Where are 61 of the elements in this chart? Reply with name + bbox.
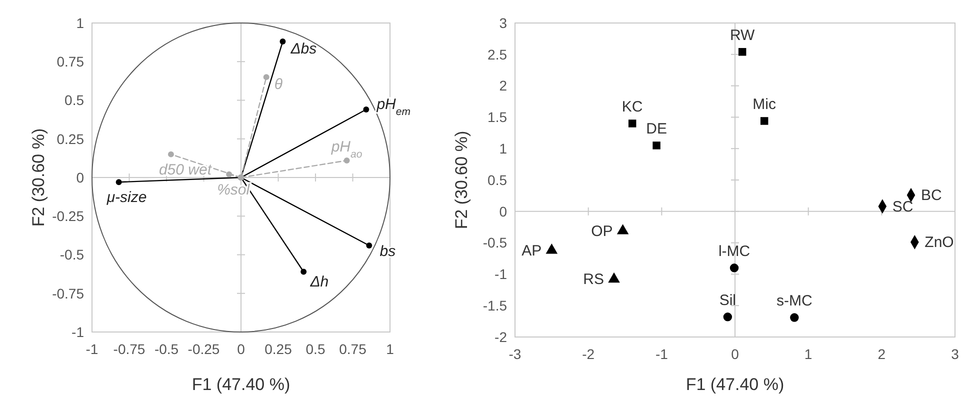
y-tick-label: -1 (72, 324, 84, 340)
y-tick-label: -1.5 (482, 298, 508, 314)
annotation: s-MC (776, 292, 812, 310)
y-tick-label: -0.5 (60, 246, 84, 263)
y-tick-label: 2.5 (488, 46, 508, 62)
y-tick-label: -0.5 (482, 234, 508, 251)
annotation: l-MC (718, 242, 750, 260)
annotation: Mic (752, 96, 776, 113)
annotation: RW (730, 26, 756, 44)
series-label: θ (274, 76, 282, 94)
annotation: ZnO (924, 234, 954, 252)
y-tick-label: 0.75 (56, 54, 84, 70)
y-tick-label: -0.75 (52, 285, 84, 302)
y-tick-label: 0.25 (56, 130, 84, 147)
y-axis-title: F2 (30.60 %) (29, 128, 48, 227)
x-tick-label: -0.5 (154, 341, 179, 357)
x-tick-label: 1 (386, 341, 394, 357)
x-tick-label: -0.75 (113, 341, 146, 357)
x-tick-label: 0.5 (306, 341, 326, 357)
y-tick-label: 0.5 (488, 172, 508, 188)
series-label: pH$_{ao}$ (330, 138, 362, 161)
y-tick-label: 1.5 (488, 109, 508, 126)
x-tick-label: 0 (237, 341, 246, 357)
series-label: %sol (217, 181, 250, 198)
x-tick-label: -3 (508, 346, 522, 362)
y-tick-label: -2 (494, 328, 508, 345)
series-label: pH$_{em}$ (376, 96, 411, 118)
y-axis-title: F2 (30.60 %) (452, 130, 471, 230)
annotation: OP (591, 222, 613, 240)
annotation: AP (522, 242, 542, 260)
y-tick-label: 3 (499, 14, 508, 31)
y-tick-label: -1 (494, 266, 508, 282)
series-label: Δh (309, 274, 329, 291)
y-tick-label: -0.25 (52, 208, 84, 224)
annotation: SC (892, 198, 914, 216)
series-label: bs (380, 243, 396, 260)
annotation: DE (646, 120, 667, 138)
y-tick-label: 2 (499, 78, 508, 94)
x-tick-label: 1 (804, 346, 812, 362)
y-tick-label: 0 (76, 169, 84, 186)
x-tick-label: 0.25 (264, 341, 292, 357)
series-label: d50 wet (158, 161, 212, 178)
annotation: Sil (719, 292, 736, 309)
annotation: KC (622, 98, 643, 116)
x-tick-label: -1 (655, 346, 668, 362)
x-axis-title: F1 (47.40 %) (686, 375, 784, 394)
x-tick-label: 0 (731, 346, 740, 362)
x-tick-label: -2 (582, 346, 595, 362)
series-label: μ-size (106, 189, 147, 206)
series-label: Δbs (290, 40, 318, 58)
y-tick-label: 1 (499, 140, 508, 156)
annotation: RS (583, 271, 604, 288)
y-tick-label: 0 (499, 203, 508, 220)
x-axis-title: F1 (47.40 %) (192, 375, 290, 394)
x-tick-label: 0.75 (339, 341, 367, 357)
x-tick-label: 2 (878, 346, 886, 362)
annotation: BC (921, 187, 942, 204)
x-tick-label: -0.25 (188, 341, 220, 357)
y-tick-label: 0.5 (64, 92, 84, 108)
x-tick-label: 3 (951, 346, 960, 362)
y-tick-label: 1 (76, 14, 84, 31)
